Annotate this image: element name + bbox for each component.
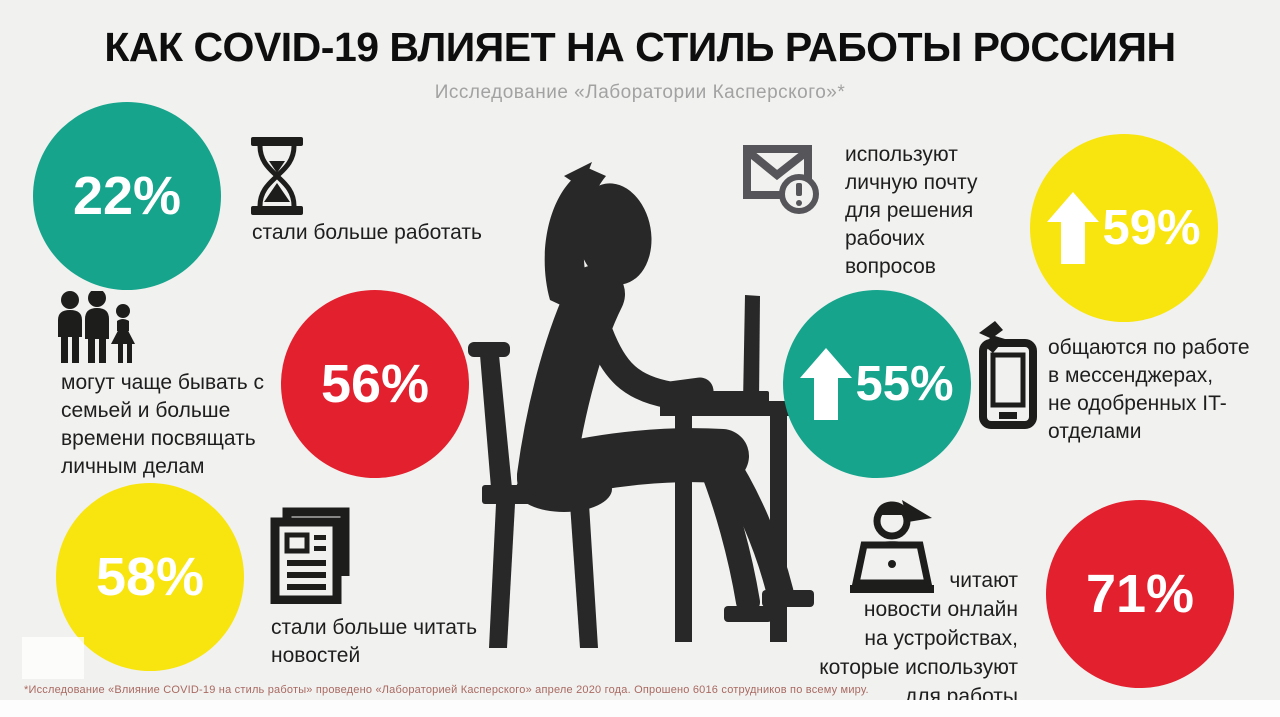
page-subtitle: Исследование «Лаборатории Касперского»* — [434, 82, 846, 103]
envelope-alert-icon — [743, 145, 819, 214]
stat-value: 71% — [1085, 564, 1195, 624]
stat-label-family-time: могут чаще бывать с семьей и больше врем… — [61, 371, 265, 478]
smartphone-message-icon — [979, 321, 1037, 429]
stat-circle-news-on-work-devices: 71% — [1046, 500, 1234, 688]
up-arrow-icon — [1047, 192, 1100, 264]
bottom-white-strip — [0, 700, 1280, 717]
stat-circle-family-time: 56% — [281, 290, 469, 478]
page-title: КАК COVID-19 ВЛИЯЕТ НА СТИЛЬ РАБОТЫ РОСС… — [104, 24, 1176, 70]
stat-label-work-more: стали больше работать — [252, 221, 482, 244]
stat-circle-work-more: 22% — [33, 102, 221, 290]
stat-circle-read-news: 58% — [56, 483, 244, 671]
stat-value: 55% — [855, 356, 954, 411]
up-arrow-icon — [800, 348, 853, 420]
stat-value: 56% — [320, 354, 430, 414]
stat-label-personal-email: используют личную почту для решения рабо… — [845, 143, 978, 278]
watermark-box — [22, 637, 84, 679]
hourglass-icon — [251, 137, 303, 215]
stat-value: 58% — [95, 547, 205, 607]
stat-value: 22% — [72, 166, 182, 226]
stat-label-read-news: стали больше читать новостей — [271, 616, 478, 667]
stat-circle-personal-email: 59% — [1030, 134, 1218, 322]
woman-working-at-laptop-silhouette — [468, 162, 828, 648]
footnote: *Исследование «Влияние COVID-19 на стиль… — [24, 684, 869, 696]
newspaper-icon — [270, 507, 350, 604]
stat-label-work-messengers: общаются по работе в мессенджерах, не од… — [1048, 336, 1250, 443]
stat-value: 59% — [1102, 200, 1201, 255]
family-icon — [58, 291, 135, 363]
person-laptop-icon — [850, 500, 934, 593]
stat-circle-work-messengers: 55% — [783, 290, 971, 478]
